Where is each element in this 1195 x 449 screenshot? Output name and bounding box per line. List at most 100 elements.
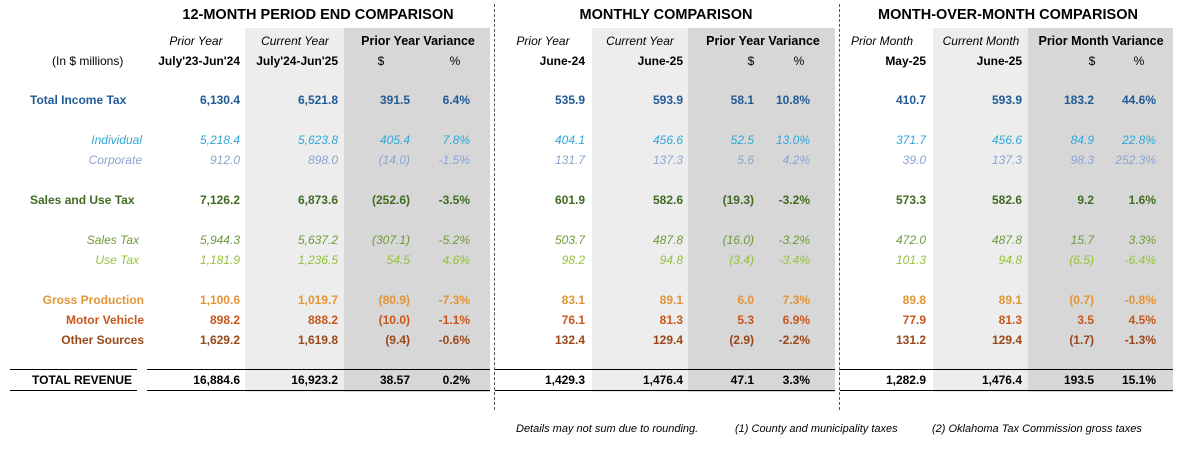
mom-col-b-motor-vehicle: 81.3: [998, 313, 1022, 327]
monthly-variance-dollar-motor-vehicle: 5.3: [737, 313, 754, 327]
rounding-footnote: Details may not sum due to rounding.: [516, 423, 699, 435]
period-col-b-label: Current Year: [261, 34, 329, 48]
mom-variance-pct-sales-and-use-tax: 1.6%: [1128, 193, 1156, 207]
period-variance-column-shade: [344, 28, 490, 392]
monthly-variance-dollar-individual: 52.5: [730, 133, 754, 147]
row-label-individual: Individual: [91, 133, 142, 147]
monthly-col-a-individual: 404.1: [554, 133, 585, 147]
mom-variance-column-shade: [1028, 28, 1173, 392]
period-col-a-motor-vehicle: 898.2: [209, 313, 240, 327]
monthly-variance-pct-other-sources: -2.2%: [778, 333, 810, 347]
footnote-1: (1) County and municipality taxes: [735, 423, 898, 435]
mom-dollar-header: $: [1088, 54, 1096, 68]
monthly-variance-dollar-corporate: 5.6: [737, 153, 754, 167]
monthly-section-title: MONTHLY COMPARISON: [579, 7, 753, 23]
mom-variance-dollar-sales-and-use-tax: 9.2: [1077, 193, 1094, 207]
monthly-col-b-label: Current Year: [606, 34, 674, 48]
monthly-col-a-period: June-24: [539, 54, 585, 68]
monthly-col-a-other-sources: 132.4: [554, 333, 585, 347]
period-variance-dollar-motor-vehicle: (10.0): [378, 313, 410, 327]
mom-variance-dollar-other-sources: (1.7): [1069, 333, 1094, 347]
mom-col-a-sales-and-use-tax: 573.3: [895, 193, 926, 207]
mom-variance-pct-other-sources: -1.3%: [1124, 333, 1156, 347]
period-variance-dollar-individual: 405.4: [379, 133, 410, 147]
period-col-a-label: Prior Year: [169, 34, 223, 48]
mom-col-a-period: May-25: [885, 54, 926, 68]
period-col-b-sales-and-use-tax: 6,873.6: [297, 193, 338, 207]
period-col-b-other-sources: 1,619.8: [297, 333, 338, 347]
period-col-b-gross-production: 1,019.7: [297, 293, 338, 307]
monthly-col-b-use-tax: 94.8: [659, 253, 683, 267]
period-section-title: 12-MONTH PERIOD END COMPARISON: [182, 7, 454, 23]
monthly-variance-column-shade: [688, 28, 835, 392]
mom-col-b-sales-tax: 487.8: [991, 233, 1022, 247]
mom-variance-pct-motor-vehicle: 4.5%: [1128, 313, 1156, 327]
period-col-a-period: July'23-Jun'24: [158, 54, 240, 68]
period-variance-label: Prior Year Variance: [361, 34, 475, 48]
period-variance-pct-other-sources: -0.6%: [438, 333, 470, 347]
monthly-percent-header: %: [793, 54, 805, 68]
mom-percent-header: %: [1133, 54, 1145, 68]
mom-section-title: MONTH-OVER-MONTH COMPARISON: [878, 7, 1138, 23]
period-variance-pct-corporate: -1.5%: [438, 153, 470, 167]
period-variance-dollar-corporate: (14.0): [378, 153, 410, 167]
monthly-variance-pct-gross-production: 7.3%: [782, 293, 810, 307]
mom-col-a-other-sources: 131.2: [895, 333, 926, 347]
mom-variance-dollar-total-revenue: 193.5: [1063, 373, 1094, 387]
period-col-b-total-income-tax: 6,521.8: [297, 93, 338, 107]
mom-variance-dollar-sales-tax: 15.7: [1070, 233, 1094, 247]
mom-col-b-corporate: 137.3: [991, 153, 1022, 167]
row-label-use-tax: Use Tax: [95, 253, 139, 267]
monthly-variance-pct-individual: 13.0%: [775, 133, 810, 147]
monthly-col-a-motor-vehicle: 76.1: [561, 313, 585, 327]
monthly-variance-dollar-use-tax: (3.4): [729, 253, 754, 267]
total-revenue-bottom-border-2: [147, 390, 490, 391]
period-variance-pct-total-income-tax: 6.4%: [442, 93, 470, 107]
period-variance-pct-sales-and-use-tax: -3.5%: [438, 193, 470, 207]
monthly-variance-dollar-sales-tax: (16.0): [722, 233, 754, 247]
mom-variance-dollar-motor-vehicle: 3.5: [1077, 313, 1094, 327]
footnote-2: (2) Oklahoma Tax Commission gross taxes: [932, 423, 1142, 435]
monthly-col-b-other-sources: 129.4: [652, 333, 683, 347]
total-revenue-bottom-border-3: [495, 390, 835, 391]
period-variance-pct-total-revenue: 0.2%: [442, 373, 470, 387]
period-col-b-corporate: 898.0: [307, 153, 338, 167]
period-col-b-total-revenue: 16,923.2: [291, 373, 338, 387]
monthly-variance-dollar-sales-and-use-tax: (19.3): [722, 193, 754, 207]
period-variance-pct-individual: 7.8%: [442, 133, 470, 147]
period-variance-pct-sales-tax: -5.2%: [438, 233, 470, 247]
monthly-variance-pct-total-income-tax: 10.8%: [775, 93, 810, 107]
monthly-col-a-use-tax: 98.2: [561, 253, 585, 267]
monthly-variance-pct-use-tax: -3.4%: [778, 253, 810, 267]
mom-variance-pct-gross-production: -0.8%: [1124, 293, 1156, 307]
total-revenue-top-border-4: [840, 369, 1173, 370]
monthly-variance-dollar-total-income-tax: 58.1: [730, 93, 754, 107]
mom-col-a-total-revenue: 1,282.9: [885, 373, 926, 387]
mom-variance-pct-corporate: 252.3%: [1115, 153, 1156, 167]
monthly-col-a-corporate: 131.7: [554, 153, 585, 167]
row-label-gross-production: Gross Production: [42, 293, 144, 307]
monthly-col-a-gross-production: 83.1: [561, 293, 585, 307]
mom-col-a-label: Prior Month: [850, 34, 914, 48]
monthly-col-b-individual: 456.6: [652, 133, 683, 147]
period-col-b-period: July'24-Jun'25: [256, 54, 338, 68]
monthly-col-b-motor-vehicle: 81.3: [659, 313, 683, 327]
mom-col-b-gross-production: 89.1: [998, 293, 1022, 307]
mom-col-a-sales-tax: 472.0: [895, 233, 926, 247]
section-divider-1: [494, 4, 495, 410]
mom-col-b-total-income-tax: 593.9: [991, 93, 1022, 107]
period-variance-dollar-other-sources: (9.4): [385, 333, 410, 347]
period-col-b-individual: 5,623.8: [297, 133, 338, 147]
monthly-col-a-total-income-tax: 535.9: [554, 93, 585, 107]
mom-variance-pct-total-income-tax: 44.6%: [1121, 93, 1156, 107]
monthly-col-a-label: Prior Year: [516, 34, 570, 48]
period-col-a-corporate: 912.0: [209, 153, 240, 167]
period-col-a-total-income-tax: 6,130.4: [199, 93, 240, 107]
mom-variance-pct-use-tax: -6.4%: [1124, 253, 1156, 267]
period-percent-header: %: [449, 54, 461, 68]
row-label-corporate: Corporate: [88, 153, 142, 167]
monthly-variance-pct-sales-and-use-tax: -3.2%: [778, 193, 810, 207]
period-dollar-header: $: [377, 54, 385, 68]
period-col-a-use-tax: 1,181.9: [199, 253, 240, 267]
total-revenue-top-border-1: [10, 369, 137, 370]
